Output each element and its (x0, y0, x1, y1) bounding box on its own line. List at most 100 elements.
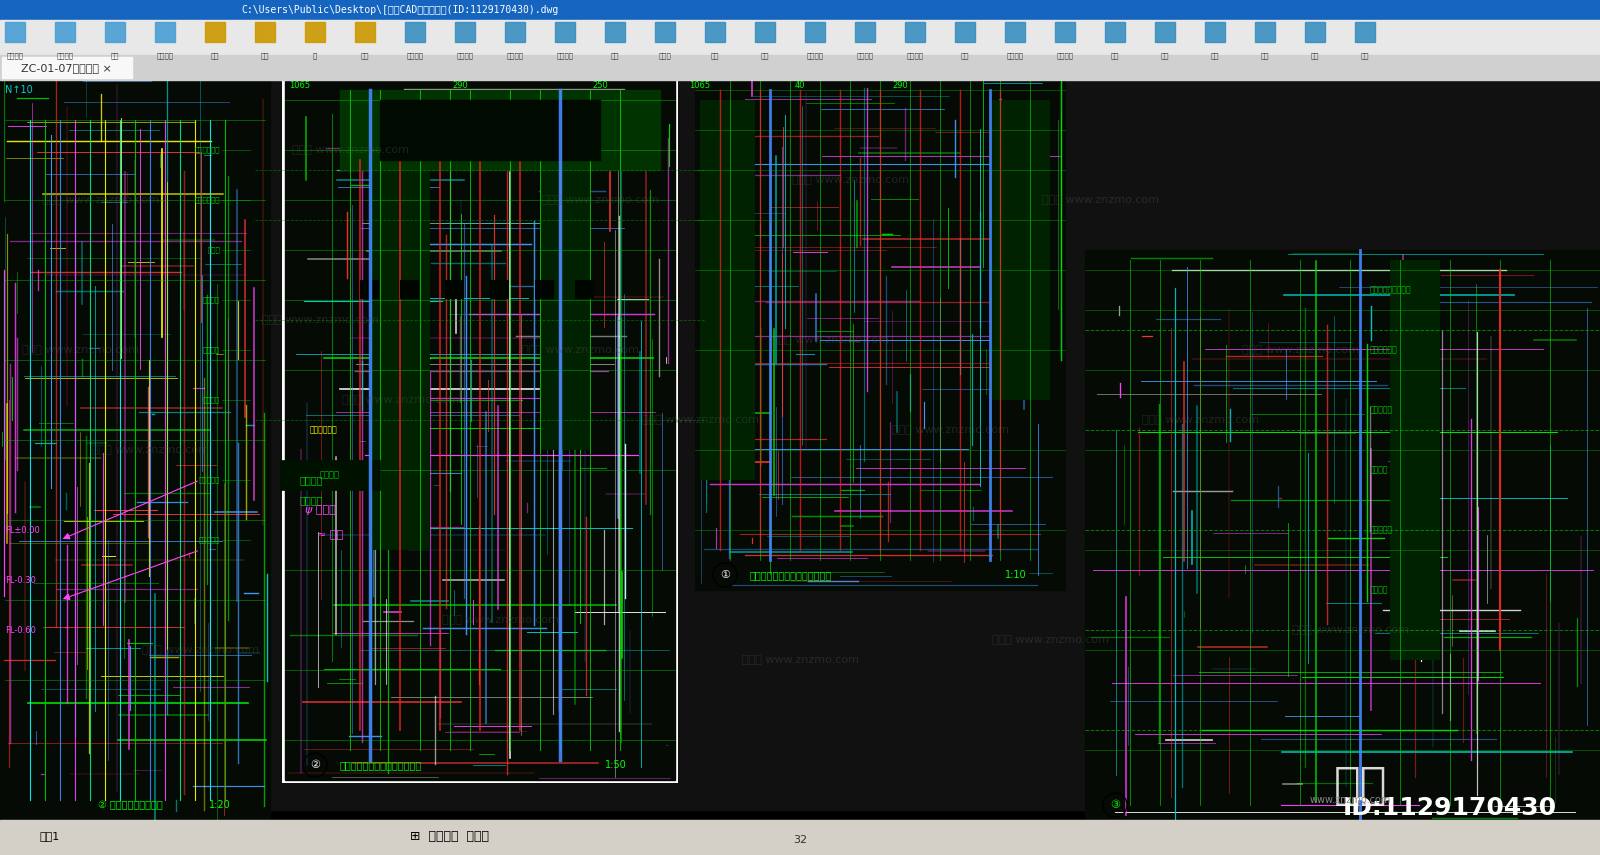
Text: ③: ③ (1110, 800, 1120, 810)
Text: www.znzmo.com: www.znzmo.com (1309, 795, 1390, 805)
Text: 知末网 www.znzmo.com: 知末网 www.znzmo.com (261, 315, 379, 325)
Text: 防水层处理: 防水层处理 (1370, 526, 1394, 534)
Bar (0, 80, 1600, 810)
Bar (541, 150, 590, 450)
Text: 知末网 www.znzmo.com: 知末网 www.znzmo.com (792, 175, 909, 185)
Text: 知末网 www.znzmo.com: 知末网 www.znzmo.com (771, 335, 888, 345)
Text: 图层管理: 图层管理 (157, 52, 173, 59)
Text: 1:10: 1:10 (1005, 570, 1027, 580)
Bar (1085, 250, 1600, 825)
Text: 隐藏标注: 隐藏标注 (806, 52, 824, 59)
Text: 知末网 www.znzmo.com: 知末网 www.znzmo.com (1141, 415, 1259, 425)
Text: 导入导出: 导入导出 (856, 52, 874, 59)
Text: 标注: 标注 (760, 52, 770, 59)
Bar (370, 150, 430, 550)
Text: 门头装饰: 门头装饰 (203, 297, 221, 304)
Text: FL-0.30: FL-0.30 (5, 575, 35, 585)
Bar (1355, 22, 1374, 42)
Bar (755, 22, 774, 42)
Text: 优质: 优质 (261, 52, 269, 59)
Bar (339, 90, 661, 170)
Text: 1065: 1065 (690, 80, 710, 90)
Bar (355, 22, 374, 42)
Text: 知末网 www.znzmo.com: 知末网 www.znzmo.com (141, 645, 259, 655)
Bar (454, 22, 475, 42)
Bar (0, 55, 1600, 80)
Text: 知末网 www.znzmo.com: 知末网 www.znzmo.com (992, 635, 1109, 645)
Bar (106, 22, 125, 42)
Text: ⊞  标注分类  非分类: ⊞ 标注分类 非分类 (411, 829, 490, 842)
Bar (0, 820, 1600, 855)
Text: FL-0.60: FL-0.60 (5, 626, 35, 634)
Bar (280, 460, 381, 490)
Text: 画直线: 画直线 (659, 52, 672, 59)
Text: ZC-01-07特色门头 ×: ZC-01-07特色门头 × (21, 63, 112, 73)
Text: 风格: 风格 (1261, 52, 1269, 59)
Text: 快看云盘: 快看云盘 (56, 52, 74, 59)
Bar (701, 100, 755, 480)
Text: 石材线条: 石材线条 (203, 346, 221, 353)
Bar (854, 22, 875, 42)
Text: 信号: 信号 (1160, 52, 1170, 59)
Text: 知末网 www.znzmo.com: 知末网 www.znzmo.com (341, 395, 459, 405)
Text: 设计说明: 设计说明 (301, 495, 323, 505)
Bar (506, 22, 525, 42)
Text: 新构: 新构 (211, 52, 219, 59)
Bar (306, 22, 325, 42)
Bar (445, 280, 462, 298)
Text: 测量统计: 测量统计 (406, 52, 424, 59)
Bar (555, 22, 574, 42)
Bar (405, 22, 426, 42)
Text: 知末网 www.znzmo.com: 知末网 www.znzmo.com (1242, 345, 1358, 355)
Text: 知末网 www.znzmo.com: 知末网 www.znzmo.com (741, 655, 859, 665)
Bar (805, 22, 826, 42)
Text: 知末网 www.znzmo.com: 知末网 www.znzmo.com (291, 145, 408, 155)
Bar (694, 70, 1066, 590)
Text: 290: 290 (453, 80, 467, 90)
Text: 资料: 资料 (1360, 52, 1370, 59)
Text: 石材饰面收口: 石材饰面收口 (1370, 345, 1398, 355)
Text: FL±0.00: FL±0.00 (5, 526, 40, 534)
Text: 知末网 www.znzmo.com: 知末网 www.znzmo.com (1291, 625, 1408, 635)
Text: 钢筋混凝土柱: 钢筋混凝土柱 (195, 147, 221, 153)
Text: 石材地面: 石材地面 (1370, 586, 1389, 594)
Text: 知末网 www.znzmo.com: 知末网 www.znzmo.com (42, 195, 158, 205)
Text: 文字宣传: 文字宣传 (1006, 52, 1024, 59)
Bar (1390, 260, 1440, 660)
Text: 图纸标注: 图纸标注 (301, 475, 323, 485)
Text: 铝合金边框: 铝合金边框 (198, 537, 221, 543)
Text: ID:1129170430: ID:1129170430 (1342, 796, 1557, 820)
Text: 打印: 打印 (1110, 52, 1120, 59)
Bar (1054, 22, 1075, 42)
Text: 压顶石材饰面: 压顶石材饰面 (195, 197, 221, 203)
Bar (0, 55, 270, 825)
Text: 知末网 www.znzmo.com: 知末网 www.znzmo.com (891, 425, 1008, 435)
Text: 钢筋混凝土结构详图: 钢筋混凝土结构详图 (1370, 286, 1411, 294)
Bar (285, 70, 675, 780)
Text: 知末网 www.znzmo.com: 知末网 www.znzmo.com (21, 345, 139, 355)
Text: 1:20: 1:20 (210, 800, 230, 810)
Text: 特色门头定制雕刻第二天板详图: 特色门头定制雕刻第二天板详图 (750, 570, 832, 580)
Text: 图纸识别: 图纸识别 (557, 52, 573, 59)
Bar (955, 22, 974, 42)
Text: 布局1: 布局1 (40, 831, 61, 841)
Bar (1106, 22, 1125, 42)
Bar (990, 100, 1050, 400)
Text: 图标名称: 图标名称 (320, 470, 339, 480)
Bar (205, 22, 226, 42)
Text: 装饰柱: 装饰柱 (208, 247, 221, 253)
Text: 知末网 www.znzmo.com: 知末网 www.znzmo.com (442, 615, 558, 625)
Bar (906, 22, 925, 42)
Bar (534, 280, 554, 298)
Bar (1254, 22, 1275, 42)
Bar (1155, 22, 1174, 42)
Text: ≈ 正本: ≈ 正本 (317, 530, 342, 540)
Bar (254, 22, 275, 42)
Text: ②: ② (310, 760, 320, 770)
Text: 最近打开: 最近打开 (6, 52, 24, 59)
Bar (155, 22, 174, 42)
Text: 玻璃幕墙: 玻璃幕墙 (203, 397, 221, 404)
Bar (605, 22, 626, 42)
Text: 32: 32 (794, 835, 806, 845)
Text: 玻璃幕墙: 玻璃幕墙 (1370, 465, 1389, 475)
